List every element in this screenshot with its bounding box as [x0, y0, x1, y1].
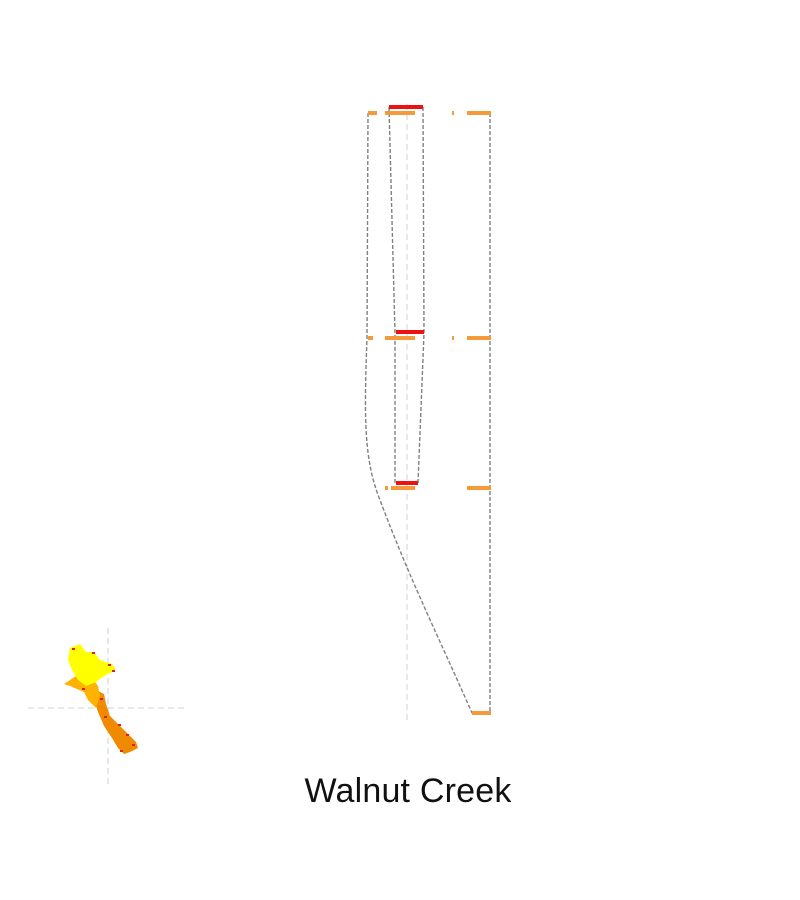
segment-bars-bottom [472, 711, 491, 715]
inset-shape-dark [94, 690, 138, 754]
inner-outline [388, 106, 425, 484]
inset-mark [118, 724, 121, 726]
inset-mark [104, 716, 107, 718]
segment-bar [385, 336, 415, 340]
inset-mark [108, 664, 111, 666]
highlight-bars [389, 105, 424, 485]
highlight-bar [389, 105, 423, 109]
segment-bar [467, 336, 491, 340]
inset-mark [92, 652, 95, 654]
segment-bar [452, 336, 454, 340]
inset-mark [82, 688, 85, 690]
segment-bars-lower [385, 486, 491, 490]
inset-mark [132, 744, 135, 746]
segment-bar [368, 336, 373, 340]
highlight-bar [396, 481, 418, 485]
inset-mark [120, 750, 123, 752]
segment-bar [368, 111, 377, 115]
inset-mark [72, 648, 75, 650]
inset-mark [126, 734, 129, 736]
highlight-bar [396, 330, 424, 334]
segment-bar [385, 486, 388, 490]
segment-bar [467, 111, 491, 115]
segment-bar [472, 711, 491, 715]
inset-shape-bright [68, 644, 116, 686]
inset-mark [112, 670, 115, 672]
segment-bar [385, 111, 415, 115]
inset-mark [100, 698, 103, 700]
outer-outline [364, 112, 473, 714]
segment-bars-middle [368, 336, 491, 340]
segment-bar [467, 486, 491, 490]
inset-marks [72, 648, 135, 752]
segment-bar [452, 111, 454, 115]
inset-map [28, 628, 188, 788]
segment-bars-top [368, 111, 491, 115]
segment-bar [391, 486, 415, 490]
diagram-title: Walnut Creek [304, 772, 512, 810]
